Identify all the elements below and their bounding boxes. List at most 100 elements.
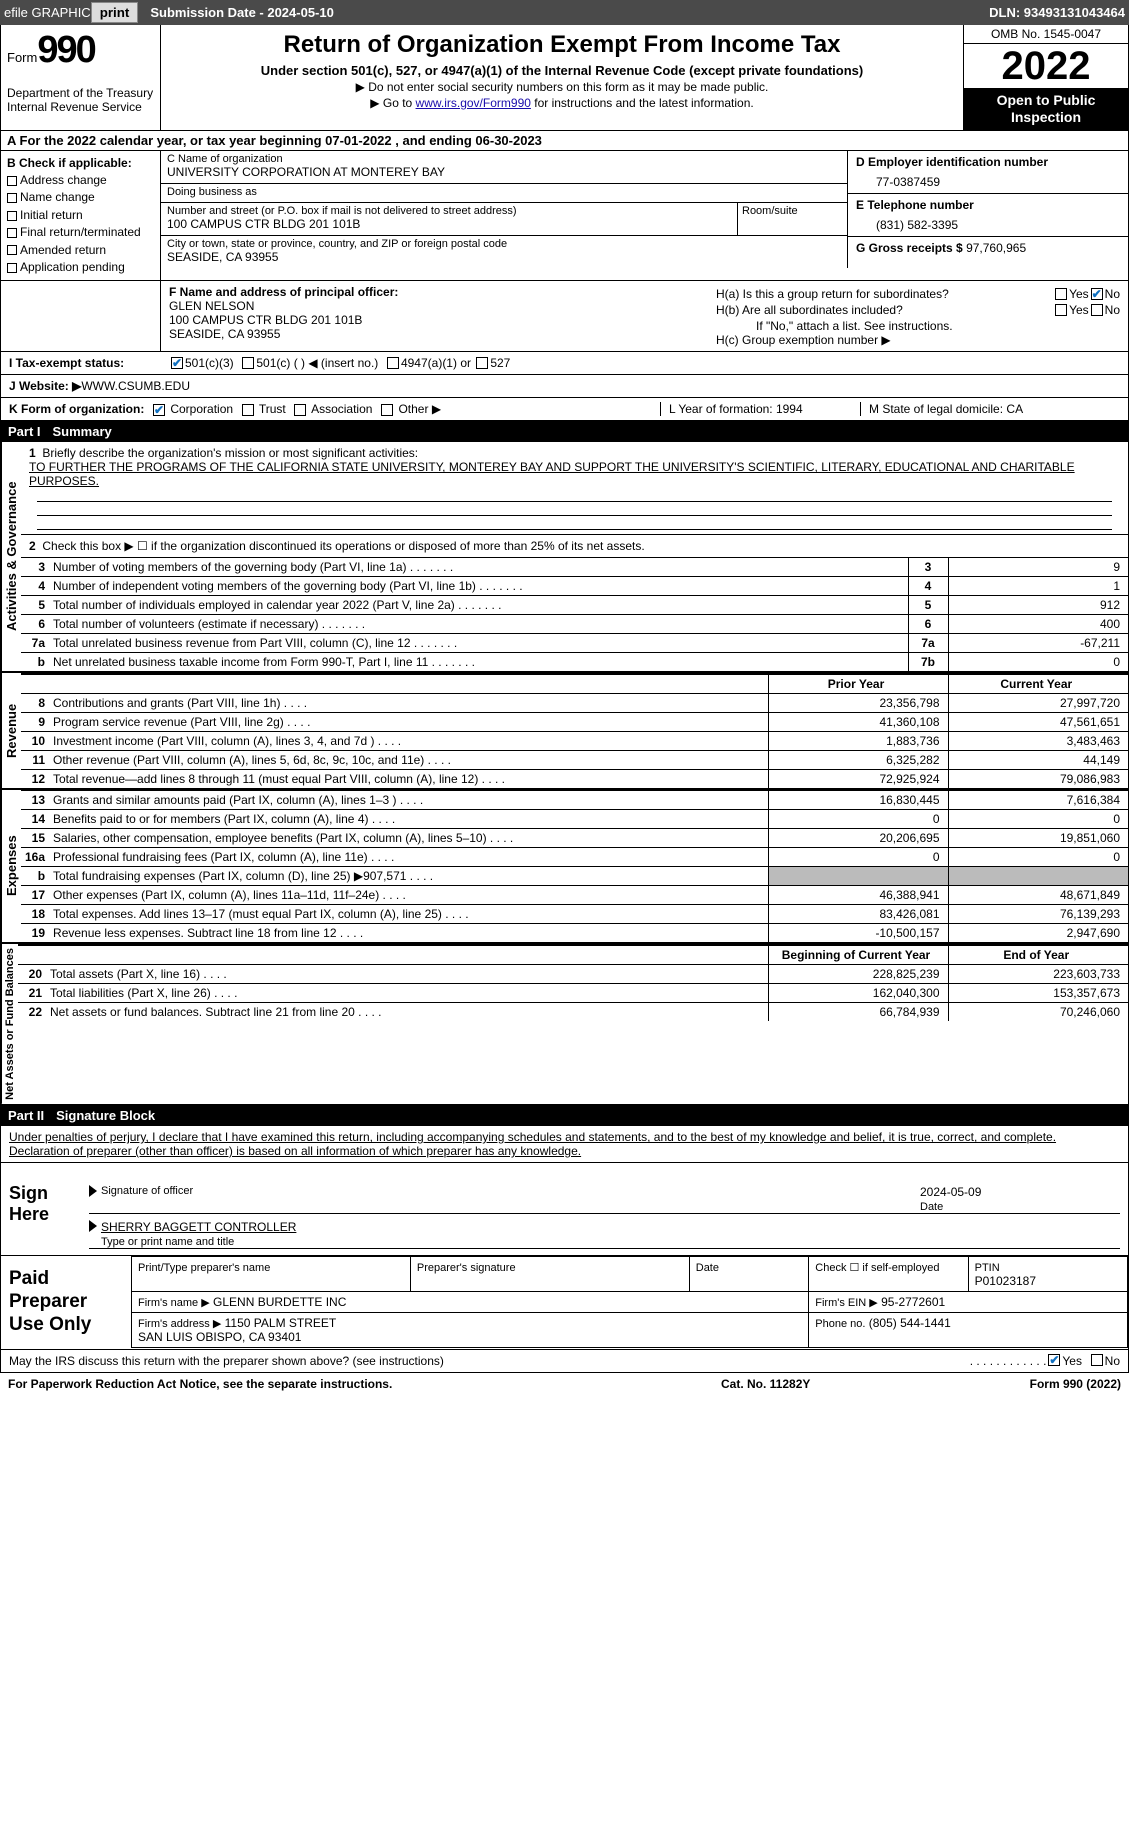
- prior-val: 1,883,736: [768, 732, 948, 751]
- prep-check-lbl: Check ☐ if self-employed: [815, 1262, 939, 1274]
- chk-501c[interactable]: [242, 357, 254, 369]
- line-val: 9: [948, 558, 1128, 577]
- ha-no[interactable]: [1091, 288, 1103, 300]
- discuss-yes[interactable]: [1048, 1354, 1060, 1366]
- firm-name-lbl: Firm's name ▶: [138, 1297, 210, 1309]
- curr-val: 79,086,983: [948, 770, 1128, 789]
- prior-val: 23,356,798: [768, 694, 948, 713]
- line-num: 19: [21, 924, 49, 943]
- prior-val: 162,040,300: [768, 984, 948, 1003]
- print-button[interactable]: print: [91, 2, 139, 23]
- line-desc: Total expenses. Add lines 13–17 (must eq…: [49, 905, 768, 924]
- line-desc: Total unrelated business revenue from Pa…: [49, 634, 908, 653]
- phone-lbl: E Telephone number: [856, 198, 1120, 212]
- line-box: 7b: [908, 653, 948, 672]
- curr-val: 0: [948, 810, 1128, 829]
- chk-4947[interactable]: [387, 357, 399, 369]
- hb-no[interactable]: [1091, 304, 1103, 316]
- line-desc: Investment income (Part VIII, column (A)…: [49, 732, 768, 751]
- line-desc: Net assets or fund balances. Subtract li…: [46, 1003, 768, 1022]
- addr-val: 100 CAMPUS CTR BLDG 201 101B: [161, 217, 737, 235]
- chk-app-pending[interactable]: [7, 263, 17, 273]
- discuss-row: May the IRS discuss this return with the…: [0, 1350, 1129, 1373]
- discuss-no[interactable]: [1091, 1354, 1103, 1366]
- col-f-blank: [1, 281, 161, 351]
- vlabel-governance: Activities & Governance: [1, 442, 21, 671]
- line-val: 1: [948, 577, 1128, 596]
- line-num: 11: [21, 751, 49, 770]
- line-desc: Contributions and grants (Part VIII, lin…: [49, 694, 768, 713]
- lbl-name-change: Name change: [20, 190, 95, 204]
- form-title: Return of Organization Exempt From Incom…: [169, 31, 955, 59]
- prior-val: 66,784,939: [768, 1003, 948, 1022]
- expenses-table: 13 Grants and similar amounts paid (Part…: [21, 790, 1128, 942]
- state-domicile: M State of legal domicile: CA: [860, 402, 1120, 416]
- line-box: 4: [908, 577, 948, 596]
- sign-here-label: Sign Here: [1, 1163, 81, 1255]
- line-box: 6: [908, 615, 948, 634]
- line-desc: Total fundraising expenses (Part IX, col…: [49, 867, 768, 886]
- line-num: 13: [21, 791, 49, 810]
- q1-num: 1: [29, 446, 36, 460]
- revenue-table: Prior Year Current Year8 Contributions a…: [21, 673, 1128, 788]
- chk-amended[interactable]: [7, 245, 17, 255]
- paid-prep-label: Paid Preparer Use Only: [1, 1256, 131, 1348]
- footer-right: Form 990 (2022): [921, 1377, 1121, 1391]
- curr-val: 48,671,849: [948, 886, 1128, 905]
- line-num: 6: [21, 615, 49, 634]
- curr-val: 223,603,733: [948, 965, 1128, 984]
- sig-name: SHERRY BAGGETT CONTROLLER: [101, 1220, 296, 1234]
- vlabel-expenses: Expenses: [1, 790, 21, 942]
- gross-lbl: G Gross receipts $: [856, 241, 963, 255]
- line-num: 16a: [21, 848, 49, 867]
- line-num: 20: [18, 965, 46, 984]
- curr-val: 7,616,384: [948, 791, 1128, 810]
- note-2-post: for instructions and the latest informat…: [531, 96, 754, 110]
- blank-line: [37, 502, 1112, 516]
- chk-527[interactable]: [476, 357, 488, 369]
- ha-yes[interactable]: [1055, 288, 1067, 300]
- chk-name-change[interactable]: [7, 193, 17, 203]
- chk-address-change[interactable]: [7, 176, 17, 186]
- chk-trust[interactable]: [242, 404, 254, 416]
- chk-final-return[interactable]: [7, 228, 17, 238]
- line-num: 9: [21, 713, 49, 732]
- line-desc: Total assets (Part X, line 16) . . . .: [46, 965, 768, 984]
- chk-501c3[interactable]: [171, 357, 183, 369]
- line-desc: Net unrelated business taxable income fr…: [49, 653, 908, 672]
- chk-initial-return[interactable]: [7, 211, 17, 221]
- sig-name-lbl: Type or print name and title: [101, 1236, 234, 1248]
- dln-label: DLN: 93493131043464: [989, 5, 1125, 20]
- dba-lbl: Doing business as: [161, 184, 847, 198]
- hb-yes[interactable]: [1055, 304, 1067, 316]
- prep-date-lbl: Date: [696, 1262, 719, 1274]
- q2-text: Check this box ▶ ☐ if the organization d…: [42, 539, 644, 553]
- ha-q: H(a) Is this a group return for subordin…: [716, 287, 1053, 301]
- mission-text: TO FURTHER THE PROGRAMS OF THE CALIFORNI…: [29, 460, 1075, 488]
- prior-val: 41,360,108: [768, 713, 948, 732]
- sign-here-block: Sign Here Signature of officer 2024-05-0…: [1, 1163, 1128, 1256]
- form-word: Form: [7, 50, 37, 65]
- irs-link[interactable]: www.irs.gov/Form990: [416, 96, 531, 110]
- website-lbl: J Website: ▶: [9, 379, 81, 393]
- vlabel-revenue: Revenue: [1, 673, 21, 788]
- part-2-num: Part II: [8, 1108, 44, 1123]
- line-desc: Professional fundraising fees (Part IX, …: [49, 848, 768, 867]
- note-2: ▶ Go to www.irs.gov/Form990 for instruct…: [169, 96, 955, 110]
- discuss-yes-lbl: Yes: [1062, 1354, 1082, 1368]
- hb-yes-lbl: Yes: [1069, 303, 1089, 317]
- part-1-header: Part I Summary: [0, 421, 1129, 442]
- discuss-q: May the IRS discuss this return with the…: [9, 1354, 970, 1368]
- chk-corp[interactable]: [153, 404, 165, 416]
- line-desc: Revenue less expenses. Subtract line 18 …: [49, 924, 768, 943]
- sig-officer-lbl: Signature of officer: [101, 1185, 920, 1213]
- opt-corp: Corporation: [170, 402, 233, 416]
- line-num: 17: [21, 886, 49, 905]
- po-addr: 100 CAMPUS CTR BLDG 201 101B SEASIDE, CA…: [169, 313, 362, 341]
- chk-other[interactable]: [381, 404, 393, 416]
- prior-val: 20,206,695: [768, 829, 948, 848]
- line-box: 5: [908, 596, 948, 615]
- org-name-lbl: C Name of organization: [161, 151, 847, 165]
- part-2-title: Signature Block: [56, 1108, 155, 1123]
- chk-assoc[interactable]: [294, 404, 306, 416]
